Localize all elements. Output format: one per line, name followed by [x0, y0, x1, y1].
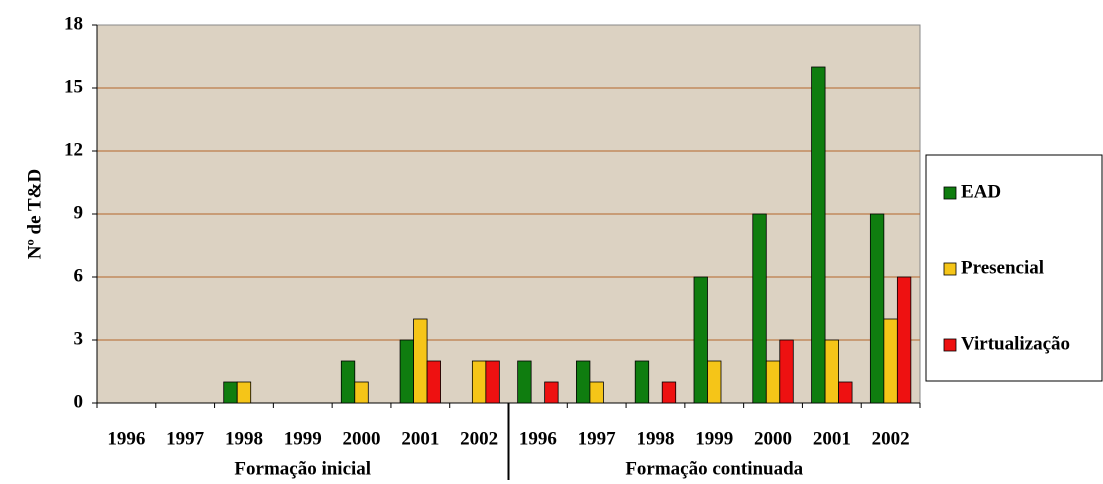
bar	[707, 360, 722, 404]
bar	[223, 381, 238, 404]
legend-label: Presencial	[961, 257, 1044, 278]
bar	[838, 381, 853, 404]
bar	[752, 213, 767, 404]
x-tick-label: 2000	[343, 428, 381, 449]
x-tick-label: 1998	[636, 428, 674, 449]
y-tick-label: 6	[74, 265, 84, 286]
x-tick-label: 1999	[284, 428, 322, 449]
bar	[811, 66, 826, 404]
y-tick-label: 0	[74, 391, 84, 412]
x-tick-label: 1996	[519, 428, 557, 449]
bar	[824, 339, 839, 404]
bar	[765, 360, 781, 404]
legend-swatch	[943, 338, 957, 352]
legend-swatch	[943, 186, 957, 200]
legend-label: EAD	[961, 181, 1001, 202]
y-tick-label: 18	[64, 13, 83, 34]
y-tick-label: 15	[64, 76, 83, 97]
bar	[485, 360, 500, 404]
bar	[634, 360, 650, 404]
x-tick-label: 1998	[225, 428, 263, 449]
y-tick-label: 9	[74, 202, 84, 223]
y-axis-label: Nº de T&D	[24, 169, 45, 259]
x-tick-label: 1997	[578, 428, 617, 449]
bar	[236, 381, 252, 404]
bar	[576, 360, 591, 404]
bar	[779, 339, 794, 404]
x-tick-label: 1996	[107, 428, 145, 449]
bar	[693, 276, 708, 404]
bar	[399, 339, 414, 404]
bar	[413, 318, 428, 404]
bar	[426, 360, 441, 404]
x-tick-label: 2001	[401, 428, 439, 449]
bar	[589, 381, 604, 404]
bar	[340, 360, 356, 404]
x-tick-label: 2001	[813, 428, 851, 449]
x-tick-label: 2000	[754, 428, 792, 449]
x-tick-label: 1997	[166, 428, 205, 449]
bar	[883, 318, 898, 404]
group-label: Formação continuada	[625, 458, 803, 479]
group-label: Formação inicial	[234, 458, 371, 479]
x-tick-label: 1999	[695, 428, 733, 449]
bar	[517, 360, 532, 404]
bar	[354, 381, 369, 404]
bar	[661, 381, 677, 404]
legend-swatch	[943, 262, 957, 276]
legend-label: Virtualização	[961, 333, 1070, 354]
bar	[896, 276, 912, 404]
x-tick-label: 2002	[460, 428, 498, 449]
bar	[544, 381, 559, 404]
y-tick-label: 3	[74, 328, 84, 349]
y-tick-label: 12	[64, 139, 83, 160]
bar	[869, 213, 885, 404]
bar	[471, 360, 487, 404]
x-tick-label: 2002	[872, 428, 910, 449]
